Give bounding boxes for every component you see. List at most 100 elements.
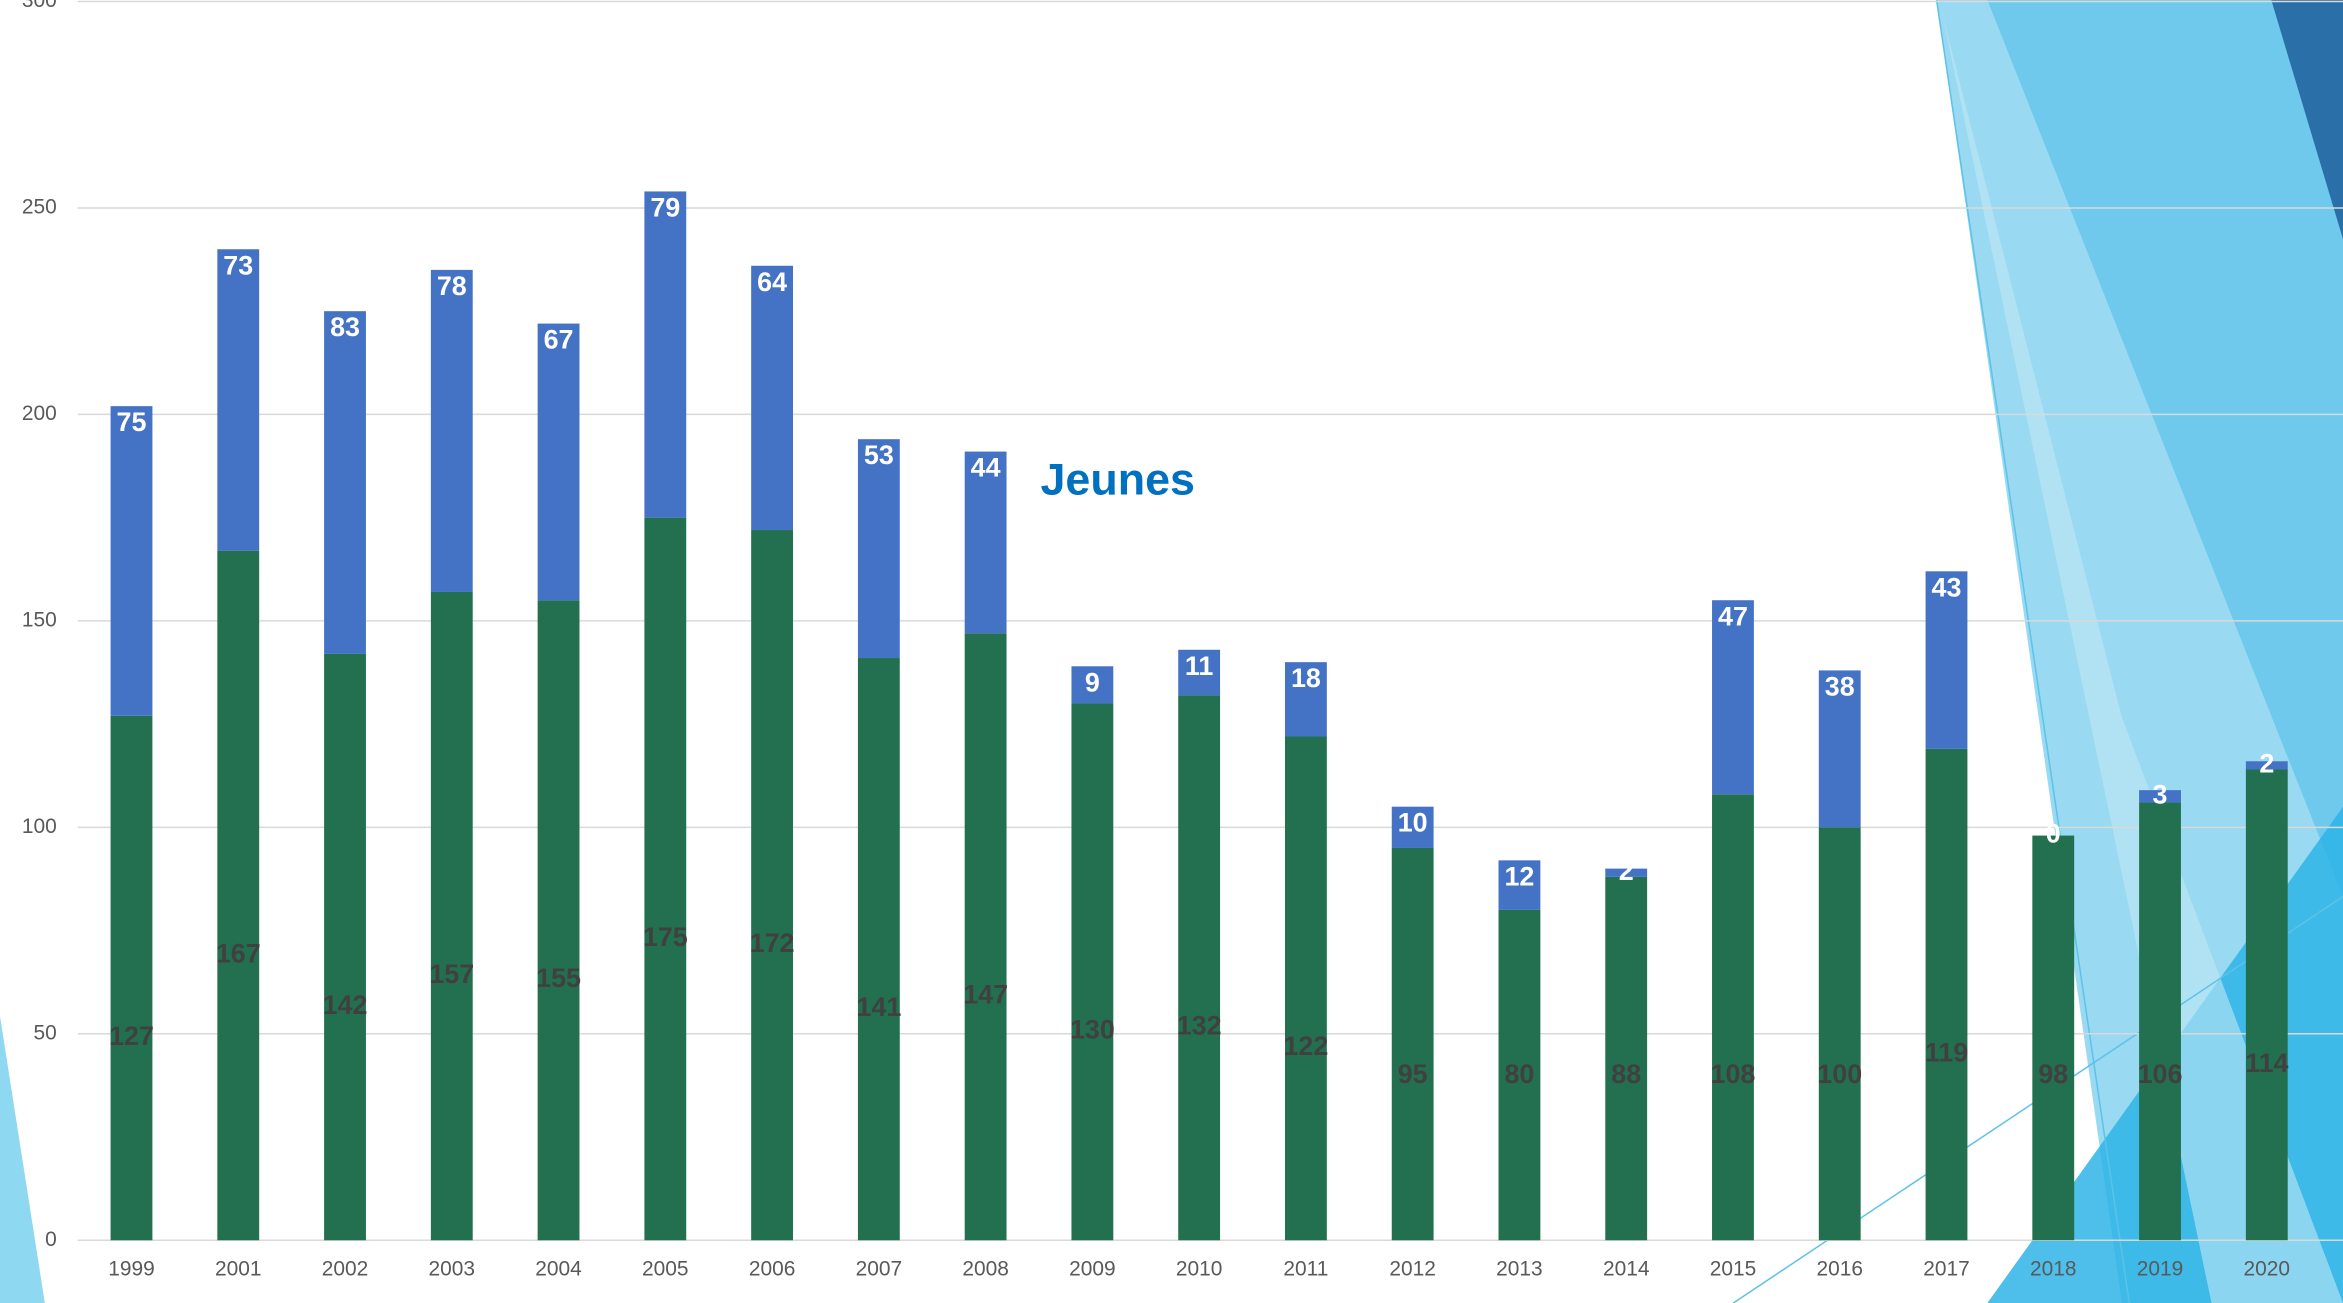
x-tick-label: 2002 (322, 1258, 369, 1281)
bar-segment (857, 439, 900, 659)
bar-segment (1712, 600, 1754, 795)
bar-segment (644, 517, 687, 1241)
bar-segment (110, 406, 153, 716)
x-tick-label: 2006 (749, 1258, 796, 1281)
bar-segment (2032, 835, 2075, 1241)
data-label: 18 (1291, 663, 1321, 693)
x-tick-label: 2008 (962, 1258, 1009, 1281)
y-tick-label: 300 (22, 0, 57, 12)
bar-segment (430, 591, 473, 1241)
bar-segment (537, 323, 580, 601)
data-label: 132 (1177, 1011, 1222, 1041)
x-tick-label: 2009 (1069, 1258, 1116, 1281)
data-label: 122 (1283, 1031, 1328, 1061)
data-label: 119 (1925, 1037, 1968, 1067)
bar-segment (1818, 670, 1861, 828)
data-label: 64 (757, 267, 787, 297)
x-tick-label: 2011 (1283, 1258, 1328, 1281)
data-label: 172 (750, 928, 795, 958)
bar-segment (324, 311, 366, 654)
data-label: 73 (223, 250, 253, 280)
data-label: 0 (2046, 819, 2061, 849)
x-tick-label: 2015 (1710, 1258, 1757, 1281)
data-label: 175 (643, 922, 688, 952)
y-tick-label: 0 (45, 1228, 57, 1251)
bar-segment (1071, 703, 1114, 1241)
data-label: 130 (1070, 1015, 1115, 1045)
bar-segment (644, 191, 687, 518)
x-tick-label: 2001 (215, 1258, 262, 1281)
x-tick-label: 2003 (429, 1258, 476, 1281)
bar-segment (1284, 736, 1327, 1241)
x-tick-label: 1999 (108, 1258, 155, 1281)
x-tick-label: 2018 (2030, 1258, 2077, 1281)
bar-segment (1712, 794, 1754, 1241)
bar-segment (964, 451, 1007, 634)
x-tick-label: 2017 (1923, 1258, 1970, 1281)
bar-segment (1391, 847, 1434, 1241)
bar-segment (1605, 876, 1648, 1241)
data-label: 2 (1619, 856, 1634, 886)
y-tick-label: 200 (22, 402, 57, 425)
data-label: 44 (971, 453, 1001, 483)
x-tick-label: 2019 (2137, 1258, 2184, 1281)
x-tick-label: 2012 (1389, 1258, 1436, 1281)
bar-segment (324, 653, 366, 1241)
bar-segment (430, 269, 473, 592)
bar-segment (110, 715, 153, 1241)
data-label: 47 (1718, 601, 1748, 631)
y-tick-label: 50 (34, 1021, 57, 1044)
data-label: 147 (963, 980, 1008, 1010)
bar-segment (1818, 827, 1861, 1241)
data-label: 67 (544, 325, 574, 355)
bar-segment (1925, 748, 1968, 1241)
bar-segment (1178, 695, 1221, 1241)
data-label: 108 (1711, 1059, 1756, 1089)
bar-segment (1178, 649, 1221, 696)
bar-segment (1605, 868, 1648, 877)
x-tick-label: 2020 (2244, 1258, 2291, 1281)
data-label: 114 (2245, 1048, 2288, 1078)
bar-segment (1071, 666, 1114, 704)
data-label: 95 (1398, 1059, 1428, 1089)
data-label: 11 (1185, 651, 1213, 681)
bar-segment (2139, 802, 2181, 1241)
x-tick-label: 2007 (856, 1258, 903, 1281)
data-label: 157 (429, 959, 474, 989)
x-tick-label: 2004 (535, 1258, 582, 1281)
data-label: 43 (1932, 572, 1962, 602)
bar-segment (217, 249, 260, 551)
x-tick-label: 2013 (1496, 1258, 1543, 1281)
y-tick-label: 100 (22, 815, 57, 838)
data-label: 98 (2038, 1059, 2068, 1089)
data-label: 75 (117, 407, 147, 437)
data-label: 83 (330, 312, 360, 342)
bar-segment (2245, 769, 2288, 1241)
bar-segment (857, 658, 900, 1241)
y-tick-label: 250 (22, 195, 57, 218)
data-label: 100 (1817, 1059, 1862, 1089)
bar-segment (751, 265, 794, 531)
data-label: 106 (2138, 1059, 2183, 1089)
bar-segment (1391, 806, 1434, 848)
bar-segment (1284, 662, 1327, 737)
bar-segment (1498, 909, 1541, 1241)
data-label: 80 (1504, 1059, 1534, 1089)
data-label: 79 (650, 192, 680, 222)
bar-segment (537, 600, 580, 1241)
data-label: 53 (864, 440, 894, 470)
data-label: 167 (216, 938, 261, 968)
y-tick-label: 150 (22, 608, 57, 631)
bar-segment (1498, 860, 1541, 910)
data-label: 3 (2153, 779, 2168, 809)
bar-segment (751, 530, 794, 1241)
data-label: 38 (1825, 671, 1855, 701)
data-label: 155 (536, 963, 581, 993)
data-label: 78 (437, 271, 467, 301)
bar-segment (964, 633, 1007, 1241)
data-label: 127 (109, 1021, 154, 1051)
data-label: 12 (1504, 861, 1534, 891)
data-label: 9 (1085, 667, 1100, 697)
data-label: 142 (323, 990, 368, 1020)
